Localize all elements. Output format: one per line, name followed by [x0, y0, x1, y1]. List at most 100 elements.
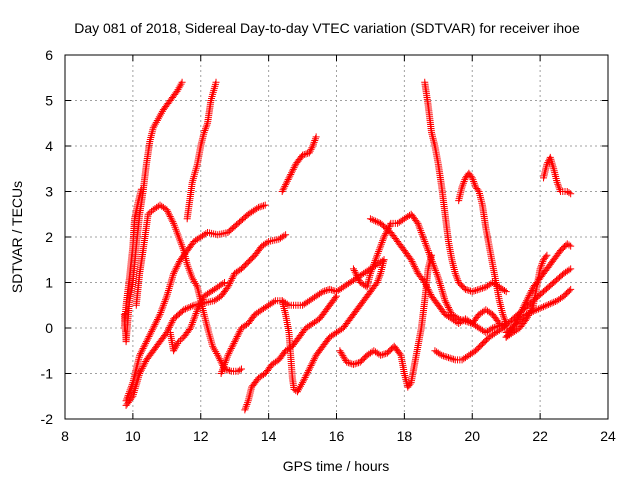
x-tick-label: 16: [329, 428, 345, 444]
data-point: [157, 309, 165, 317]
data-point: [524, 293, 532, 301]
data-point: [200, 128, 208, 136]
data-point: [178, 78, 186, 86]
data-point: [141, 341, 149, 349]
data-point: [349, 360, 357, 368]
data-point: [406, 380, 414, 388]
data-point: [175, 338, 183, 346]
data-point: [213, 349, 221, 357]
series-s3: [132, 201, 245, 375]
data-point: [256, 203, 264, 211]
y-tick-label: -1: [41, 366, 54, 382]
data-point: [411, 264, 419, 272]
data-point: [153, 315, 161, 323]
data-point: [138, 346, 146, 354]
data-point: [209, 342, 217, 350]
data-point: [351, 360, 359, 368]
data-point: [140, 361, 148, 369]
data-point: [125, 388, 133, 396]
data-point: [309, 140, 317, 148]
x-tick-label: 8: [61, 428, 69, 444]
data-point: [452, 271, 460, 279]
data-point: [280, 184, 288, 192]
data-point: [565, 241, 573, 249]
data-point: [305, 367, 313, 375]
data-point: [307, 362, 315, 370]
data-point: [156, 111, 164, 119]
data-point: [500, 286, 508, 294]
data-point: [425, 248, 433, 256]
data-point: [468, 288, 476, 296]
data-point: [380, 350, 388, 358]
data-point: [310, 355, 318, 363]
data-point: [236, 327, 244, 335]
data-point: [346, 359, 354, 367]
data-point: [461, 176, 469, 184]
data-point: [305, 149, 313, 157]
data-point: [377, 351, 385, 359]
data-point: [191, 313, 199, 321]
data-point: [258, 202, 266, 210]
data-point: [261, 201, 269, 209]
data-point: [214, 351, 222, 359]
data-point: [543, 251, 551, 259]
data-point: [386, 221, 394, 229]
data-point: [463, 286, 471, 294]
data-point: [223, 355, 231, 363]
data-point: [220, 362, 228, 370]
data-point: [439, 352, 447, 360]
data-point: [567, 190, 575, 198]
data-point: [187, 322, 195, 330]
series-s19: [499, 265, 575, 332]
data-point: [410, 261, 418, 269]
data-point: [501, 316, 509, 324]
series-s5: [122, 201, 269, 405]
data-point: [528, 286, 536, 294]
data-point: [185, 304, 193, 312]
data-point: [378, 238, 386, 246]
data-point: [189, 319, 197, 327]
data-point: [426, 252, 434, 260]
data-point: [253, 205, 261, 213]
y-tick-label: 1: [45, 275, 53, 291]
data-point: [140, 343, 148, 351]
series-s21: [540, 153, 575, 198]
data-point: [202, 123, 210, 131]
data-point: [499, 310, 507, 318]
data-point: [128, 394, 136, 402]
data-point: [431, 265, 439, 273]
series-s15: [421, 78, 510, 296]
data-point: [554, 182, 562, 190]
data-point: [367, 268, 375, 276]
data-point: [228, 343, 236, 351]
data-point: [219, 280, 227, 288]
data-point: [189, 317, 197, 325]
data-point: [526, 290, 534, 298]
data-point: [234, 331, 242, 339]
data-point: [471, 181, 479, 189]
data-point: [241, 406, 249, 414]
data-point: [285, 174, 293, 182]
data-point: [526, 308, 534, 316]
data-point: [139, 363, 147, 371]
data-point: [137, 185, 145, 193]
series-s14: [366, 215, 510, 337]
data-point: [176, 82, 184, 90]
data-point: [538, 259, 546, 267]
data-point: [565, 287, 573, 295]
data-point: [465, 286, 473, 294]
data-point: [286, 172, 294, 180]
data-point: [219, 364, 227, 372]
data-point: [352, 270, 360, 278]
data-point: [190, 278, 198, 286]
data-point: [146, 331, 154, 339]
data-point: [139, 344, 147, 352]
data-point: [444, 302, 452, 310]
data-point: [284, 176, 292, 184]
data-point: [567, 285, 575, 293]
data-point: [165, 211, 173, 219]
data-point: [421, 238, 429, 246]
data-point: [224, 351, 232, 359]
data-point: [446, 307, 454, 315]
data-point: [490, 323, 498, 331]
